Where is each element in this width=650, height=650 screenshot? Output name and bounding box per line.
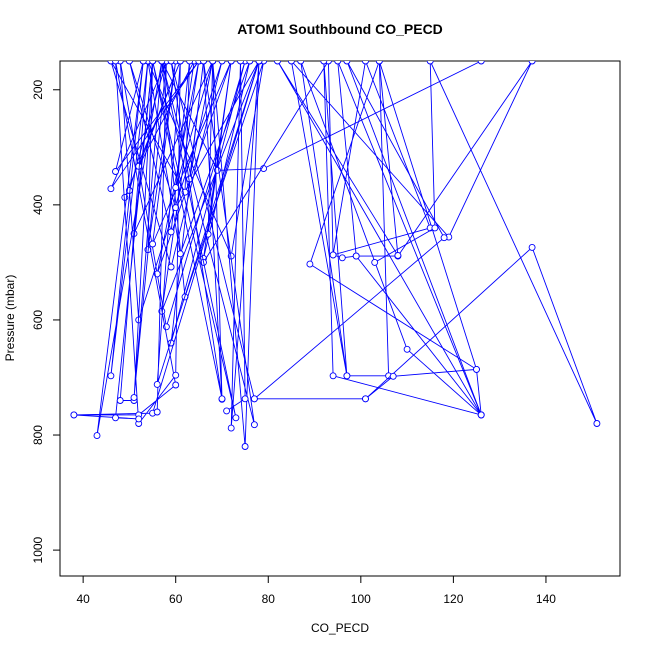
data-point [477, 411, 485, 419]
data-point [186, 61, 194, 65]
data-point [362, 395, 369, 403]
y-tick-label: 800 [31, 425, 45, 445]
data-point [218, 61, 226, 65]
data-point [227, 424, 235, 432]
chart-title: ATOM1 Southbound CO_PECD [237, 21, 443, 37]
data-point [329, 251, 337, 259]
data-point [167, 228, 175, 236]
data-point [343, 372, 351, 380]
data-point [297, 61, 305, 65]
data-point [403, 345, 411, 353]
x-tick-label: 80 [262, 592, 276, 606]
data-point [343, 61, 351, 65]
data-point [167, 61, 175, 65]
data-point [426, 61, 434, 65]
data-point [130, 394, 138, 402]
data-point [375, 61, 383, 65]
y-tick-label: 200 [31, 79, 45, 99]
series-line-3 [73, 61, 260, 436]
data-point [287, 61, 295, 65]
data-point [116, 397, 124, 404]
data-point [440, 234, 448, 242]
data-point [135, 415, 143, 423]
data-point [149, 61, 157, 65]
data-point [320, 61, 328, 65]
data-point [250, 421, 258, 429]
data-point [232, 414, 240, 422]
data-point [241, 443, 249, 450]
data-point [172, 204, 180, 212]
data-point [125, 61, 133, 65]
data-point [172, 381, 180, 389]
data-point [112, 168, 119, 175]
data-point [246, 61, 254, 65]
data-point [528, 61, 536, 65]
data-point [274, 61, 281, 65]
x-axis-label: CO_PECD [311, 621, 369, 635]
x-tick-label: 40 [76, 592, 90, 606]
data-point [107, 372, 115, 380]
data-point [389, 372, 397, 380]
data-point [431, 224, 439, 232]
y-tick-label: 400 [31, 195, 45, 215]
data-point [139, 61, 147, 65]
data-point [371, 258, 379, 266]
y-axis: 200 400 600 800 1000 [31, 79, 61, 563]
series-line-1 [110, 61, 482, 344]
data-point [241, 395, 249, 403]
data-point [250, 395, 258, 403]
y-tick-label: 1000 [31, 536, 45, 563]
data-point [528, 243, 536, 251]
data-point [227, 61, 235, 65]
y-axis-label: Pressure (mbar) [3, 275, 17, 362]
data-point [172, 371, 180, 379]
data-point [112, 61, 119, 65]
plot-area [70, 61, 601, 450]
data-point [153, 408, 161, 416]
series-line-2 [203, 61, 533, 416]
data-point [237, 61, 244, 65]
data-point [593, 420, 601, 427]
data-point [218, 395, 226, 403]
data-point [158, 61, 166, 65]
data-point [338, 254, 346, 262]
data-point [255, 61, 263, 65]
data-point [112, 414, 119, 422]
x-tick-label: 140 [536, 592, 556, 606]
data-point [149, 240, 157, 248]
data-point [107, 185, 115, 193]
x-tick-label: 100 [351, 592, 371, 606]
data-point [200, 61, 207, 65]
data-point [167, 263, 175, 271]
data-point [477, 61, 485, 65]
data-point [329, 372, 337, 380]
data-point [223, 407, 231, 415]
data-point [352, 252, 360, 260]
data-point [176, 61, 184, 65]
data-point [334, 61, 342, 65]
data-point [362, 61, 369, 65]
x-tick-label: 60 [169, 592, 183, 606]
data-point [176, 250, 184, 258]
data-point [153, 380, 161, 388]
data-point [70, 411, 78, 419]
data-point [306, 260, 314, 268]
x-tick-label: 120 [443, 592, 463, 606]
data-point [93, 432, 101, 440]
y-tick-label: 600 [31, 310, 45, 330]
data-point [209, 61, 217, 65]
series-line-4 [152, 61, 598, 447]
data-point [394, 252, 402, 259]
x-axis: 40 60 80 100 120 140 [76, 575, 556, 606]
data-point [473, 365, 480, 373]
